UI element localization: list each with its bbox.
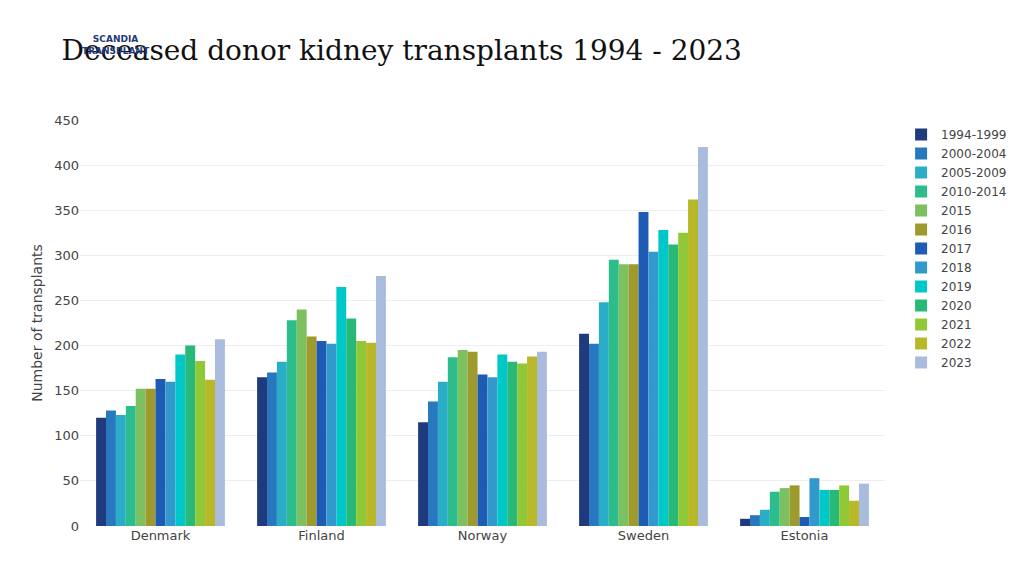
- svg-text:Deceased donor kidney transpla: Deceased donor kidney transplants 1994 -…: [61, 34, 742, 67]
- svg-text:Sweden: Sweden: [618, 528, 669, 543]
- svg-text:1994-1999: 1994-1999: [941, 128, 1006, 142]
- svg-text:150: 150: [54, 383, 79, 398]
- svg-text:0: 0: [71, 519, 79, 534]
- svg-text:2018: 2018: [941, 261, 972, 275]
- svg-text:Finland: Finland: [298, 528, 344, 543]
- svg-text:350: 350: [54, 203, 79, 218]
- svg-text:2016: 2016: [941, 223, 972, 237]
- svg-text:SCANDIATRANSPLANT: SCANDIATRANSPLANT: [82, 34, 150, 56]
- svg-text:Denmark: Denmark: [131, 528, 191, 543]
- svg-text:2019: 2019: [941, 280, 972, 294]
- svg-text:Number of transplants: Number of transplants: [29, 244, 45, 402]
- svg-text:2023: 2023: [941, 356, 972, 370]
- svg-text:2021: 2021: [941, 318, 972, 332]
- svg-text:2017: 2017: [941, 242, 972, 256]
- svg-text:400: 400: [54, 158, 79, 173]
- svg-text:2020: 2020: [941, 299, 972, 313]
- svg-text:2022: 2022: [941, 337, 972, 351]
- svg-text:50: 50: [62, 473, 79, 488]
- svg-text:250: 250: [54, 293, 79, 308]
- svg-text:2010-2014: 2010-2014: [941, 185, 1006, 199]
- svg-text:300: 300: [54, 248, 79, 263]
- svg-text:450: 450: [54, 113, 79, 128]
- svg-text:Norway: Norway: [458, 528, 508, 543]
- svg-text:200: 200: [54, 338, 79, 353]
- svg-text:100: 100: [54, 428, 79, 443]
- svg-text:Estonia: Estonia: [781, 528, 829, 543]
- svg-text:2005-2009: 2005-2009: [941, 166, 1006, 180]
- svg-text:2000-2004: 2000-2004: [941, 147, 1006, 161]
- svg-text:2015: 2015: [941, 204, 972, 218]
